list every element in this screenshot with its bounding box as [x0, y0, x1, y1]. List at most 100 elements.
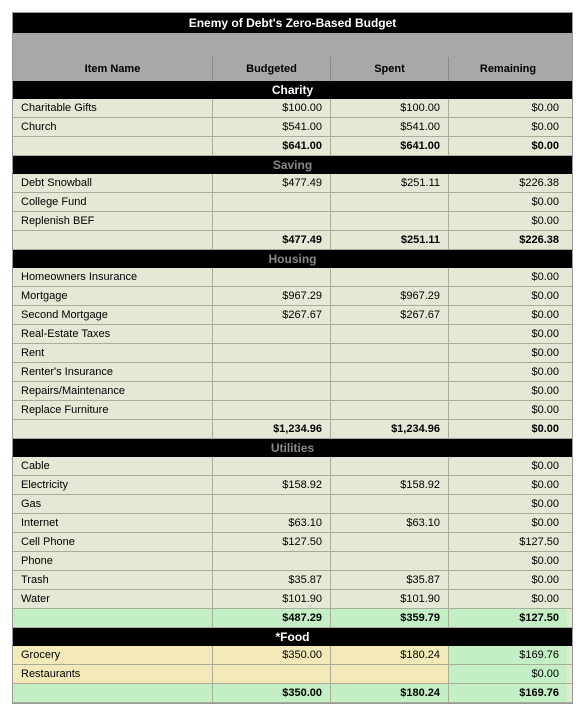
- subtotal-name: [13, 137, 213, 155]
- row-remaining[interactable]: $0.00: [449, 363, 567, 381]
- row-remaining[interactable]: $0.00: [449, 268, 567, 286]
- row-remaining[interactable]: $0.00: [449, 193, 567, 211]
- row-spent[interactable]: [331, 382, 449, 400]
- row-name[interactable]: Charitable Gifts: [13, 99, 213, 117]
- row-remaining[interactable]: $0.00: [449, 382, 567, 400]
- row-spent[interactable]: $101.90: [331, 590, 449, 608]
- row-remaining[interactable]: $0.00: [449, 514, 567, 532]
- row-remaining[interactable]: $169.76: [449, 646, 567, 664]
- row-spent[interactable]: [331, 495, 449, 513]
- row-remaining[interactable]: $0.00: [449, 665, 567, 683]
- row-remaining[interactable]: $0.00: [449, 590, 567, 608]
- row-name[interactable]: Phone: [13, 552, 213, 570]
- row-budgeted[interactable]: [213, 382, 331, 400]
- row-spent[interactable]: $180.24: [331, 646, 449, 664]
- row-name[interactable]: Internet: [13, 514, 213, 532]
- row-name[interactable]: Debt Snowball: [13, 174, 213, 192]
- row-name[interactable]: Gas: [13, 495, 213, 513]
- row-budgeted[interactable]: $267.67: [213, 306, 331, 324]
- row-spent[interactable]: [331, 363, 449, 381]
- row-budgeted[interactable]: [213, 344, 331, 362]
- row-budgeted[interactable]: [213, 363, 331, 381]
- row-name[interactable]: Renter's Insurance: [13, 363, 213, 381]
- row-name[interactable]: Second Mortgage: [13, 306, 213, 324]
- row-remaining[interactable]: $0.00: [449, 401, 567, 419]
- row-spent[interactable]: [331, 344, 449, 362]
- row-name[interactable]: Cell Phone: [13, 533, 213, 551]
- row-spent[interactable]: [331, 552, 449, 570]
- subtotal-budgeted: $477.49: [213, 231, 331, 249]
- row-spent[interactable]: $267.67: [331, 306, 449, 324]
- row-spent[interactable]: $63.10: [331, 514, 449, 532]
- row-spent[interactable]: $541.00: [331, 118, 449, 136]
- row-budgeted[interactable]: $477.49: [213, 174, 331, 192]
- row-budgeted[interactable]: $127.50: [213, 533, 331, 551]
- row-name[interactable]: Replenish BEF: [13, 212, 213, 230]
- row-budgeted[interactable]: [213, 495, 331, 513]
- row-budgeted[interactable]: $35.87: [213, 571, 331, 589]
- row-name[interactable]: Rent: [13, 344, 213, 362]
- row-name[interactable]: Mortgage: [13, 287, 213, 305]
- row-remaining[interactable]: $0.00: [449, 457, 567, 475]
- row-remaining[interactable]: $0.00: [449, 552, 567, 570]
- row-name[interactable]: Repairs/Maintenance: [13, 382, 213, 400]
- row-remaining[interactable]: $0.00: [449, 212, 567, 230]
- row-name[interactable]: Homeowners Insurance: [13, 268, 213, 286]
- row-budgeted[interactable]: $158.92: [213, 476, 331, 494]
- row-spent[interactable]: [331, 401, 449, 419]
- row-spent[interactable]: $100.00: [331, 99, 449, 117]
- row-name[interactable]: Electricity: [13, 476, 213, 494]
- row-budgeted[interactable]: [213, 268, 331, 286]
- row-budgeted[interactable]: $350.00: [213, 646, 331, 664]
- subtotal-budgeted: $641.00: [213, 137, 331, 155]
- row-spent[interactable]: [331, 325, 449, 343]
- row-remaining[interactable]: $0.00: [449, 495, 567, 513]
- row-budgeted[interactable]: [213, 325, 331, 343]
- row-name[interactable]: Grocery: [13, 646, 213, 664]
- row-name[interactable]: Water: [13, 590, 213, 608]
- subtotal-name: [13, 684, 213, 702]
- row-remaining[interactable]: $0.00: [449, 118, 567, 136]
- row-remaining[interactable]: $0.00: [449, 476, 567, 494]
- row-budgeted[interactable]: [213, 552, 331, 570]
- row-spent[interactable]: $158.92: [331, 476, 449, 494]
- row-remaining[interactable]: $0.00: [449, 325, 567, 343]
- row-name[interactable]: Real-Estate Taxes: [13, 325, 213, 343]
- row-spent[interactable]: [331, 665, 449, 683]
- row-spent[interactable]: [331, 193, 449, 211]
- section-header: Charity: [13, 81, 572, 99]
- row-spent[interactable]: [331, 212, 449, 230]
- row-remaining[interactable]: $226.38: [449, 174, 567, 192]
- row-spent[interactable]: $251.11: [331, 174, 449, 192]
- row-remaining[interactable]: $0.00: [449, 571, 567, 589]
- row-remaining[interactable]: $0.00: [449, 99, 567, 117]
- row-budgeted[interactable]: $967.29: [213, 287, 331, 305]
- row-spent[interactable]: [331, 268, 449, 286]
- row-name[interactable]: Church: [13, 118, 213, 136]
- row-budgeted[interactable]: $101.90: [213, 590, 331, 608]
- row-budgeted[interactable]: $100.00: [213, 99, 331, 117]
- row-budgeted[interactable]: $63.10: [213, 514, 331, 532]
- row-spent[interactable]: $35.87: [331, 571, 449, 589]
- row-budgeted[interactable]: [213, 665, 331, 683]
- row-budgeted[interactable]: $541.00: [213, 118, 331, 136]
- row-budgeted[interactable]: [213, 457, 331, 475]
- table-row: Restaurants $0.00: [13, 665, 572, 684]
- row-remaining[interactable]: $0.00: [449, 344, 567, 362]
- row-spent[interactable]: [331, 533, 449, 551]
- row-name[interactable]: Cable: [13, 457, 213, 475]
- row-remaining[interactable]: $0.00: [449, 287, 567, 305]
- row-remaining[interactable]: $0.00: [449, 306, 567, 324]
- row-budgeted[interactable]: [213, 212, 331, 230]
- row-budgeted[interactable]: [213, 193, 331, 211]
- row-remaining[interactable]: $127.50: [449, 533, 567, 551]
- row-budgeted[interactable]: [213, 401, 331, 419]
- row-name[interactable]: Replace Furniture: [13, 401, 213, 419]
- row-name[interactable]: Restaurants: [13, 665, 213, 683]
- subtotal-spent: $251.11: [331, 231, 449, 249]
- subtotal-row: $350.00$180.24$169.76: [13, 684, 572, 703]
- row-name[interactable]: Trash: [13, 571, 213, 589]
- row-spent[interactable]: $967.29: [331, 287, 449, 305]
- row-spent[interactable]: [331, 457, 449, 475]
- row-name[interactable]: College Fund: [13, 193, 213, 211]
